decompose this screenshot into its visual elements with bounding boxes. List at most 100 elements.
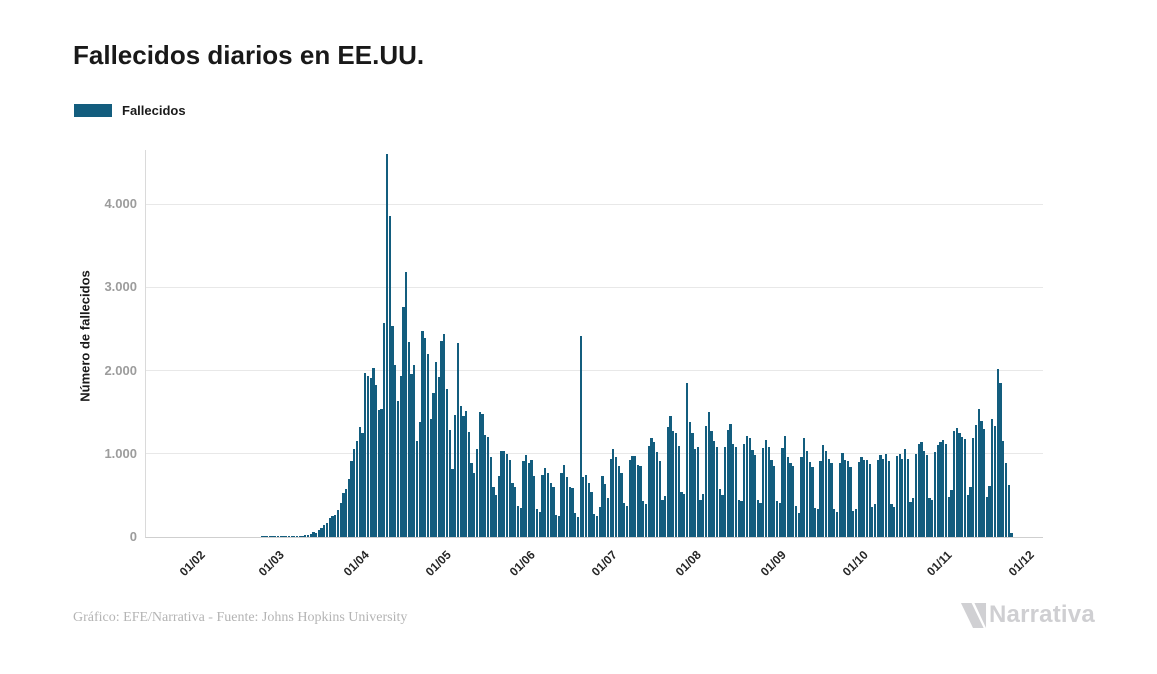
bar (331, 516, 334, 537)
bar (674, 433, 678, 537)
bar (953, 431, 956, 537)
bar (841, 452, 844, 537)
bar (295, 536, 299, 537)
bar (920, 442, 923, 537)
bar (391, 326, 394, 537)
bar (366, 375, 370, 537)
bar (467, 431, 470, 537)
narrativa-logo-icon (960, 602, 987, 628)
bar (879, 454, 882, 537)
bar (415, 440, 419, 537)
bar (751, 449, 754, 537)
bar (664, 496, 667, 537)
bar (993, 426, 997, 537)
bar (803, 437, 806, 537)
bar (988, 486, 991, 537)
bar (290, 536, 293, 537)
bar (884, 454, 888, 537)
bar (991, 418, 994, 537)
x-axis-tick-label: 01/04 (340, 547, 372, 579)
bar (745, 436, 749, 537)
bar (854, 509, 858, 537)
bar (282, 536, 285, 537)
bar (729, 424, 732, 537)
source-credit: Gráfico: EFE/Narrativa - Fuente: Johns H… (73, 610, 408, 625)
bar (494, 494, 498, 537)
gridline (146, 370, 1043, 372)
bar (895, 456, 899, 537)
bar (789, 462, 792, 537)
bar (497, 476, 500, 537)
bar (653, 442, 656, 537)
bar (584, 474, 588, 537)
bar (481, 413, 484, 537)
bar (571, 487, 574, 537)
x-axis-tick-label: 01/11 (924, 547, 955, 579)
bar (822, 444, 825, 537)
bar (355, 441, 359, 537)
bar (339, 502, 342, 537)
bar (625, 505, 629, 537)
bar (375, 384, 378, 537)
bar (898, 454, 901, 537)
bar (268, 536, 271, 537)
bar (347, 478, 351, 537)
bar (860, 457, 863, 537)
bar (582, 476, 585, 537)
bar (263, 536, 266, 537)
bar (887, 461, 890, 537)
bar (808, 461, 811, 537)
bar (350, 461, 353, 537)
bar (546, 473, 550, 537)
y-axis-tick-label: 4.000 (104, 196, 137, 212)
bar (928, 497, 931, 537)
bar (421, 331, 424, 537)
bar (304, 535, 307, 537)
bar (813, 507, 817, 537)
bar (696, 447, 699, 537)
bar (655, 452, 659, 537)
bar (666, 426, 670, 537)
bar (470, 462, 473, 537)
bar (505, 454, 509, 537)
bar (424, 338, 427, 537)
bar (963, 438, 967, 537)
bar (623, 503, 626, 537)
bar (557, 515, 560, 537)
bar (724, 446, 727, 537)
bar (1007, 485, 1010, 537)
bar (792, 466, 795, 537)
bar (358, 427, 361, 537)
bar (315, 532, 318, 537)
bar (715, 446, 719, 537)
bar (685, 383, 689, 537)
bar (320, 527, 323, 537)
legend-item-fallecidos[interactable]: Fallecidos (74, 103, 186, 118)
bar (598, 507, 601, 537)
bar (811, 467, 814, 537)
bar (443, 334, 446, 537)
bar (604, 484, 607, 537)
bar (794, 505, 798, 537)
bar (944, 443, 948, 537)
bar (669, 416, 672, 537)
bar (865, 460, 869, 537)
y-axis-tick-label: 1.000 (104, 445, 137, 461)
bar (1004, 462, 1008, 537)
bar (606, 498, 610, 537)
bar (484, 435, 487, 537)
bar (563, 464, 566, 537)
bar (377, 409, 381, 537)
bar (650, 437, 653, 537)
bar (405, 272, 408, 537)
bar (353, 448, 356, 537)
legend-swatch-icon (74, 104, 112, 117)
bar (863, 459, 866, 537)
bar (475, 449, 479, 537)
bar (827, 458, 830, 537)
bar (996, 368, 999, 537)
bar (524, 455, 528, 537)
y-axis-tick-label: 0 (129, 529, 137, 544)
x-axis-tick-label: 01/05 (422, 547, 454, 579)
bar (737, 499, 740, 537)
